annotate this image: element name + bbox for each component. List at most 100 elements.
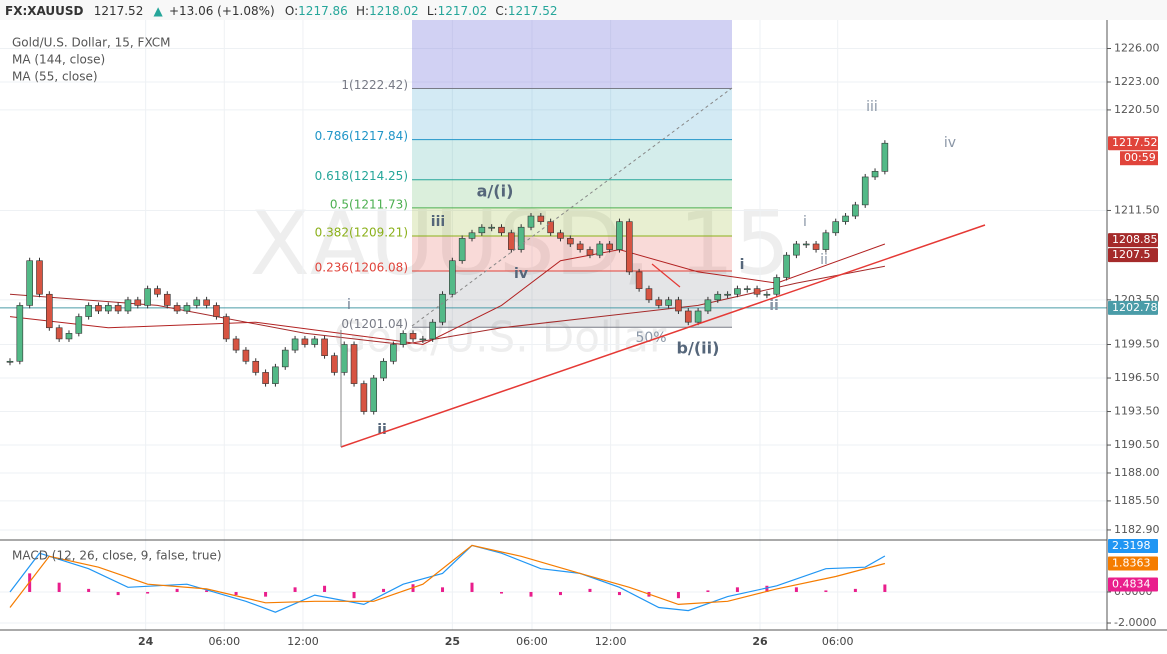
y-tick-label: 1182.90	[1114, 523, 1160, 536]
trend-line[interactable]	[340, 224, 986, 448]
price-label-box	[1108, 577, 1158, 592]
ohlc-label: C:	[495, 4, 507, 18]
candle	[625, 221, 633, 273]
wave-label[interactable]: 50%	[635, 330, 666, 346]
y-tick-label: 1190.50	[1114, 438, 1160, 451]
candle	[684, 310, 692, 323]
fib-band	[412, 207, 732, 237]
candle	[36, 260, 43, 295]
candle	[124, 299, 132, 312]
wave-label[interactable]: b/(ii)	[677, 339, 720, 358]
legend-ma[interactable]: MA (55, close)	[12, 70, 98, 84]
candle	[281, 349, 289, 368]
y-tick-label: 1223.00	[1114, 75, 1160, 88]
wave-label[interactable]: ii	[769, 298, 779, 314]
candle	[449, 260, 456, 295]
candle	[842, 215, 849, 222]
price-label: 0.4834	[1112, 577, 1151, 590]
ohlc-value: 1217.86	[298, 4, 348, 18]
candle	[183, 305, 191, 312]
price-label-box	[1108, 233, 1158, 248]
x-tick-label: 06:00	[208, 635, 240, 648]
timer: 00:59	[1124, 151, 1156, 164]
fib-label: 0(1201.04)	[341, 317, 408, 331]
wave-label[interactable]: ii	[377, 422, 387, 438]
candle	[213, 305, 220, 317]
candle	[203, 299, 210, 306]
fib-label: 1(1222.42)	[341, 78, 408, 92]
candle	[852, 204, 859, 217]
wave-label[interactable]: iv	[514, 266, 528, 282]
candle	[301, 338, 309, 345]
candle	[429, 321, 436, 340]
candle	[311, 338, 319, 345]
legend-title[interactable]: Gold/U.S. Dollar, 15, FXCM	[12, 36, 171, 50]
legend-ma[interactable]: MA (144, close)	[12, 53, 105, 67]
price-label-box	[1108, 136, 1158, 151]
candle	[114, 305, 122, 312]
price-label-box	[1108, 538, 1158, 553]
y-tick-label: 1188.00	[1114, 466, 1160, 479]
wave-label[interactable]: i	[740, 257, 745, 273]
fib-label: 0.786(1217.84)	[315, 129, 408, 143]
candle	[773, 277, 781, 295]
price-label: 1202.78	[1112, 301, 1158, 314]
y-tick-label: 1211.50	[1114, 203, 1160, 216]
wave-label[interactable]: i	[803, 214, 807, 230]
arrow-line[interactable]	[651, 263, 681, 288]
candle	[242, 349, 250, 362]
wave-label[interactable]: iii	[431, 214, 445, 230]
wave-label[interactable]: i	[347, 297, 351, 313]
symbol[interactable]: FX:XAUUSD	[5, 4, 84, 18]
candle	[557, 232, 564, 239]
x-tick-label: 24	[138, 635, 154, 648]
candle	[596, 243, 604, 256]
wave-label[interactable]: iii	[866, 99, 878, 115]
candle	[861, 176, 869, 206]
candle	[871, 171, 879, 178]
candle	[16, 305, 24, 362]
candle	[616, 221, 623, 250]
wave-label[interactable]: a/(i)	[477, 182, 514, 201]
wave-label[interactable]: ii	[820, 252, 828, 268]
candle	[547, 221, 554, 234]
candle	[46, 293, 53, 329]
change-arrow: ▲	[154, 4, 164, 18]
candle	[812, 243, 820, 250]
x-tick-label: 26	[752, 635, 768, 648]
candle	[144, 288, 151, 306]
candle	[802, 243, 810, 246]
candle	[409, 333, 417, 340]
candle	[419, 338, 427, 341]
legend-macd[interactable]: MACD (12, 26, close, 9, false, true)	[12, 549, 222, 563]
candle	[340, 344, 348, 373]
candle	[734, 288, 741, 295]
fib-label: 0.382(1209.21)	[315, 226, 408, 240]
fib-band	[412, 88, 732, 140]
x-tick-label: 25	[445, 635, 460, 648]
candle	[517, 226, 525, 250]
candle	[222, 316, 230, 340]
price-label: 2.3198	[1112, 539, 1151, 552]
candle	[665, 299, 672, 306]
candle	[331, 355, 338, 373]
fib-label: 0.618(1214.25)	[315, 169, 408, 183]
header: FX:XAUUSD 1217.52 ▲ +13.06 (+1.08%) O:12…	[5, 4, 557, 18]
y-tick-label: 1199.50	[1114, 338, 1160, 351]
candle	[714, 293, 722, 301]
wave-label[interactable]: iv	[944, 135, 956, 151]
price-label: 1.8363	[1112, 556, 1151, 569]
ohlc-label: O:	[285, 4, 298, 18]
candle	[763, 293, 771, 296]
candle	[498, 226, 505, 234]
candle	[832, 221, 840, 234]
ohlc-label: L:	[427, 4, 438, 18]
candle	[488, 226, 495, 229]
y-tick-label: 1185.50	[1114, 494, 1160, 507]
candle	[193, 299, 201, 306]
fib-diagonal	[411, 87, 733, 327]
price-label: 1217.52	[1112, 136, 1158, 149]
candle	[360, 383, 368, 412]
candle	[390, 344, 397, 362]
